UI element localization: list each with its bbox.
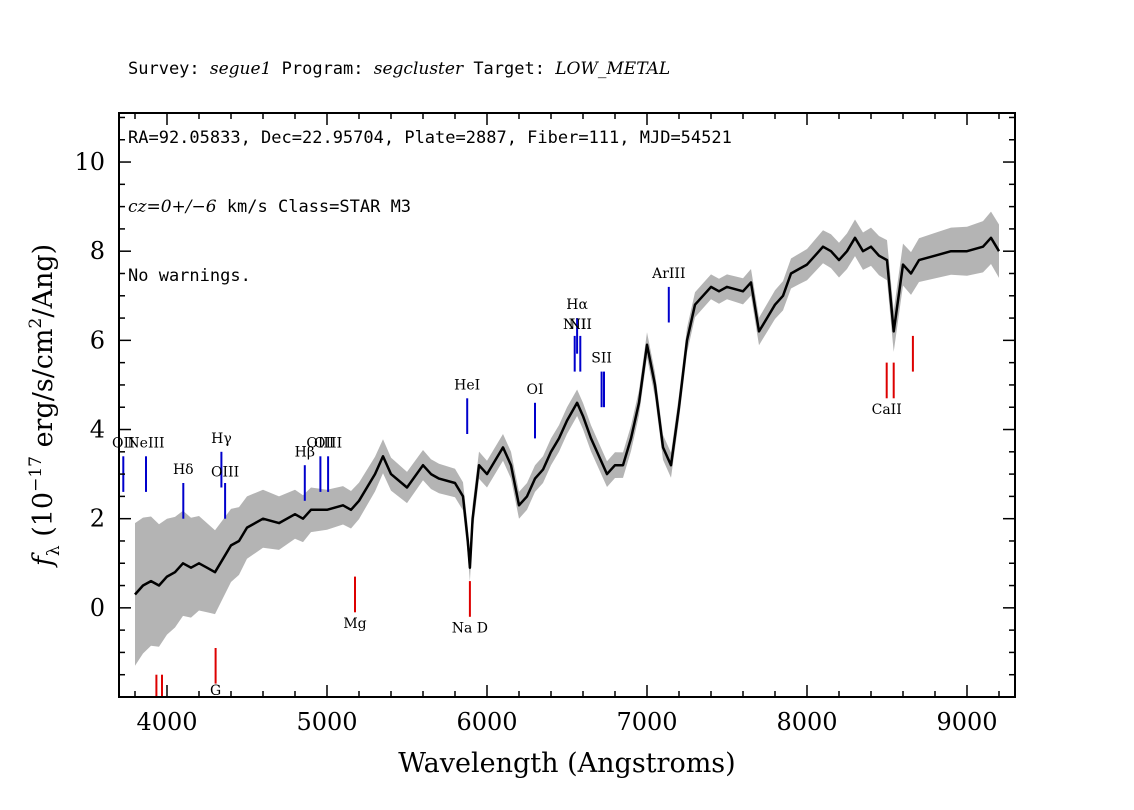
line-marker-label: HeI [454,377,480,393]
plot-frame [118,112,1016,698]
redshift-value: cz=0+/−6 [128,197,217,217]
x-tick-label: 6000 [456,708,517,736]
y-label-subscript: λ [44,545,64,556]
target-value: LOW_METAL [555,59,671,79]
line-marker-label: Na D [452,620,488,636]
flux-error-band [135,211,999,666]
program-value: segcluster [373,59,464,79]
x-tick-label: 7000 [616,708,677,736]
spectrum-header: Survey: segue1 Program: segcluster Targe… [128,12,732,311]
y-tick-label: 0 [90,594,105,622]
header-line-class: cz=0+/−6 km/s Class=STAR M3 [128,196,732,219]
y-tick-label: 10 [74,148,105,176]
x-axis-label: Wavelength (Angstroms) [398,748,735,779]
line-marker-label: Hδ [173,462,194,478]
y-label-suffix: /Ang) [28,244,59,318]
program-label: Program: [271,59,374,79]
class-value: km/s Class=STAR M3 [216,197,412,217]
header-line-warnings: No warnings. [128,266,251,286]
x-tick-label: 8000 [776,708,837,736]
flux-line [134,236,1001,596]
axis-ticks-layer: 4000 5000 6000 7000 8000 9000 0 2 4 6 8 10 [74,113,1015,736]
line-marker-label: NII [563,317,586,333]
y-label-f: f [28,552,59,568]
line-marker-label: OIII [211,464,239,480]
survey-value: segue1 [209,59,272,79]
error-band-layer [135,211,999,666]
line-marker-label: OI [526,382,543,398]
y-tick-label: 6 [90,326,105,354]
x-tick-label: 9000 [936,708,997,736]
y-label-prefix: (10 [28,492,59,545]
y-tick-label: 4 [90,416,105,444]
x-tick-label: 5000 [296,708,357,736]
line-marker-label: NII [569,317,592,333]
line-marker-label: NeIII [127,435,164,451]
line-marker-label: ArIII [651,266,685,282]
line-marker-label: SII [591,351,612,367]
line-marker-label: Hβ [295,444,315,460]
y-label-units: erg/s/cm [28,328,59,456]
line-marker-label: Mg [343,616,366,632]
line-marker-label: OIII [306,435,334,451]
survey-label: Survey: [128,59,210,79]
y-label-exponent-2: 2 [26,318,46,329]
line-marker-label: G [210,683,221,699]
line-marker-label: CaII [872,402,902,418]
target-label: Target: [463,59,556,79]
y-label-exponent: −17 [26,456,46,492]
x-tick-label: 4000 [136,708,197,736]
y-tick-label: 8 [90,237,105,265]
y-tick-label: 2 [90,505,105,533]
flux-layer [134,236,1001,596]
line-marker-label: Hα [566,297,588,313]
header-line-survey: Survey: segue1 Program: segcluster Targe… [128,58,732,81]
header-line-coordinates: RA=92.05833, Dec=22.95704, Plate=2887, F… [128,128,732,148]
line-marker-label: OIII [314,435,342,451]
y-axis-label: fλ (10−17 erg/s/cm2/Ang) [26,244,64,568]
line-marker-label: Hγ [211,431,232,447]
line-marker-label: OII [112,435,135,451]
